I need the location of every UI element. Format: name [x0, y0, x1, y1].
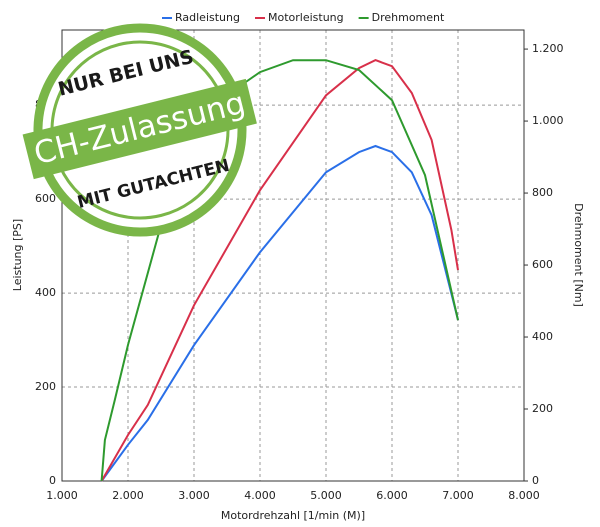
- legend-label: Motorleistung: [268, 11, 344, 24]
- legend-label: Drehmoment: [372, 11, 445, 24]
- x-tick-label: 2.000: [112, 489, 144, 502]
- y2-axis-label: Drehmoment [Nm]: [572, 203, 585, 307]
- x-tick-label: 4.000: [244, 489, 276, 502]
- x-tick-label: 3.000: [178, 489, 210, 502]
- y-axis-label: Leistung [PS]: [11, 219, 24, 291]
- y-tick-label: 400: [35, 286, 56, 299]
- stamp: NUR BEI UNS CH-Zulassung MIT GUTACHTEN: [22, 23, 257, 237]
- x-tick-label: 7.000: [442, 489, 474, 502]
- y-tick-label: 0: [49, 474, 56, 487]
- x-axis-label: Motordrehzahl [1/min (M)]: [221, 509, 365, 522]
- y-tick-label: 200: [35, 380, 56, 393]
- y2-tick-label: 1.000: [532, 114, 564, 127]
- legend-label: Radleistung: [175, 11, 240, 24]
- y2-tick-label: 400: [532, 330, 553, 343]
- y-tick-label: 600: [35, 192, 56, 205]
- y2-tick-label: 800: [532, 186, 553, 199]
- y2-tick-label: 0: [532, 474, 539, 487]
- x-tick-label: 1.000: [46, 489, 78, 502]
- series-line: [100, 59, 459, 482]
- y2-tick-label: 1.200: [532, 42, 564, 55]
- x-tick-label: 5.000: [310, 489, 342, 502]
- y2-tick-label: 200: [532, 402, 553, 415]
- series-line: [100, 144, 459, 482]
- y2-tick-label: 600: [532, 258, 553, 271]
- plot-frame: [61, 29, 525, 482]
- x-tick-label: 8.000: [508, 489, 540, 502]
- x-tick-label: 6.000: [376, 489, 408, 502]
- stamp-banner: [22, 78, 257, 180]
